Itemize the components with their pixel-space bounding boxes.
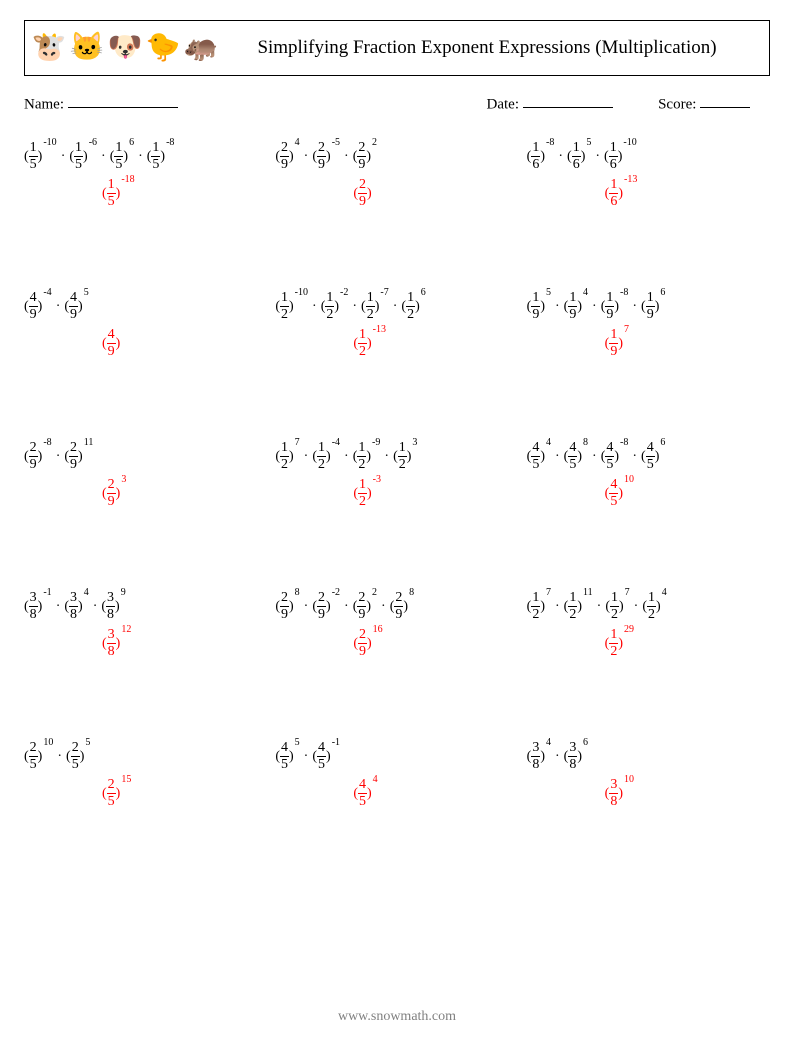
problem-expression: (38)-1·(38)4·(38)9 (24, 591, 267, 622)
date-label: Date: (487, 96, 519, 112)
problem-cell: (29)-8·(29)11 (29)3 (24, 441, 267, 509)
footer-link[interactable]: www.snowmath.com (0, 1009, 794, 1025)
problem-expression: (38)4·(38)6 (527, 741, 770, 772)
answer-expression: (16)-13 (605, 178, 770, 209)
problems-grid: (15)-10·(15)-6·(15)6·(15)-8 (15)-18 (29)4·… (24, 141, 770, 809)
info-row: Name: Date: Score: (24, 94, 770, 113)
problem-cell: (38)4·(38)6 (38)10 (527, 741, 770, 809)
header-icons: 🐮🐱🐶🐤🦛 (25, 26, 225, 70)
date-field: Date: (487, 94, 659, 113)
problem-expression: (15)-10·(15)-6·(15)6·(15)-8 (24, 141, 267, 172)
answer-expression: (49) (102, 328, 267, 359)
name-blank[interactable] (68, 94, 178, 108)
problem-expression: (29)8·(29)-2·(29)2·(29)8 (275, 591, 518, 622)
problem-cell: (49)-4·(49)5 (49) (24, 291, 267, 359)
problem-expression: (12)-10·(12)-2·(12)-7·(12)6 (275, 291, 518, 322)
problem-expression: (12)7·(12)-4·(12)-9·(12)3 (275, 441, 518, 472)
problem-cell: (12)7·(12)11·(12)7·(12)4 (12)29 (527, 591, 770, 659)
answer-expression: (29) (353, 178, 518, 209)
problem-expression: (19)5·(19)4·(19)-8·(19)6 (527, 291, 770, 322)
answer-expression: (12)-13 (353, 328, 518, 359)
score-field: Score: (658, 94, 770, 113)
hippo-icon: 🦛 (183, 30, 219, 66)
problem-cell: (38)-1·(38)4·(38)9 (38)12 (24, 591, 267, 659)
answer-expression: (15)-18 (102, 178, 267, 209)
problem-expression: (45)4·(45)8·(45)-8·(45)6 (527, 441, 770, 472)
answer-expression: (45)4 (353, 778, 518, 809)
name-field: Name: (24, 94, 487, 113)
name-label: Name: (24, 96, 64, 112)
answer-expression: (25)15 (102, 778, 267, 809)
answer-expression: (45)10 (605, 478, 770, 509)
problem-expression: (29)4·(29)-5·(29)2 (275, 141, 518, 172)
chick-icon: 🐤 (145, 30, 181, 66)
worksheet-title: Simplifying Fraction Exponent Expression… (225, 37, 769, 60)
answer-expression: (19)7 (605, 328, 770, 359)
answer-expression: (12)-3 (353, 478, 518, 509)
problem-cell: (29)8·(29)-2·(29)2·(29)8 (29)16 (275, 591, 518, 659)
problem-cell: (19)5·(19)4·(19)-8·(19)6 (19)7 (527, 291, 770, 359)
problem-expression: (25)10·(25)5 (24, 741, 267, 772)
answer-expression: (12)29 (605, 628, 770, 659)
problem-cell: (12)-10·(12)-2·(12)-7·(12)6 (12)-13 (275, 291, 518, 359)
score-blank[interactable] (700, 94, 750, 108)
cow-icon: 🐮 (31, 30, 67, 66)
problem-expression: (16)-8·(16)5·(16)-10 (527, 141, 770, 172)
answer-expression: (38)10 (605, 778, 770, 809)
answer-expression: (29)3 (102, 478, 267, 509)
dog-icon: 🐶 (107, 30, 143, 66)
cat-icon: 🐱 (69, 30, 105, 66)
date-blank[interactable] (523, 94, 613, 108)
problem-expression: (49)-4·(49)5 (24, 291, 267, 322)
header-box: 🐮🐱🐶🐤🦛 Simplifying Fraction Exponent Expr… (24, 20, 770, 76)
problem-expression: (12)7·(12)11·(12)7·(12)4 (527, 591, 770, 622)
problem-expression: (45)5·(45)-1 (275, 741, 518, 772)
score-label: Score: (658, 96, 696, 112)
answer-expression: (38)12 (102, 628, 267, 659)
problem-cell: (12)7·(12)-4·(12)-9·(12)3 (12)-3 (275, 441, 518, 509)
problem-cell: (15)-10·(15)-6·(15)6·(15)-8 (15)-18 (24, 141, 267, 209)
problem-cell: (45)4·(45)8·(45)-8·(45)6 (45)10 (527, 441, 770, 509)
problem-expression: (29)-8·(29)11 (24, 441, 267, 472)
answer-expression: (29)16 (353, 628, 518, 659)
problem-cell: (29)4·(29)-5·(29)2 (29) (275, 141, 518, 209)
problem-cell: (16)-8·(16)5·(16)-10 (16)-13 (527, 141, 770, 209)
problem-cell: (45)5·(45)-1 (45)4 (275, 741, 518, 809)
problem-cell: (25)10·(25)5 (25)15 (24, 741, 267, 809)
